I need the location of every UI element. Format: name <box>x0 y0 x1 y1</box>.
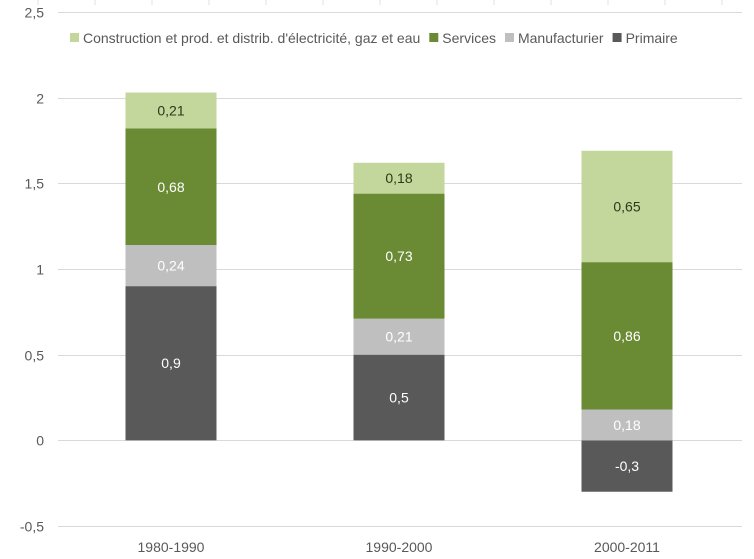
y-tick-label: 0 <box>36 433 44 449</box>
legend-swatch <box>504 33 514 42</box>
bar-segment-services <box>581 262 673 410</box>
legend-label: Manufacturier <box>518 30 604 46</box>
bar-segment-manufacturier <box>353 318 445 355</box>
data-label: 0,21 <box>157 103 184 119</box>
y-tick-label: 1 <box>36 262 44 278</box>
legend-swatch <box>429 33 439 42</box>
bar-segment-manufacturier <box>125 245 217 287</box>
legend-label: Services <box>442 30 496 46</box>
x-category-label: 2000-2011 <box>594 539 660 555</box>
legend-label: Primaire <box>626 30 678 46</box>
data-label: 0,9 <box>161 355 181 371</box>
bar-segment-primaire <box>581 440 673 492</box>
data-label: 0,86 <box>613 328 640 344</box>
bar-segment-primaire <box>125 286 217 441</box>
data-label: 0,73 <box>385 248 412 264</box>
y-axis-tick-labels: -0,5 0 0,5 1 1,5 2 2,5 <box>20 5 44 535</box>
legend-swatch <box>70 33 79 42</box>
data-label: 0,5 <box>389 390 409 406</box>
legend-label: Construction et prod. et distrib. d'élec… <box>83 30 420 46</box>
data-label: -0,3 <box>615 458 639 474</box>
data-label: 0,68 <box>157 179 184 195</box>
x-axis-category-labels: 1980-1990 1990-2000 2000-2011 <box>138 539 661 555</box>
data-label: 0,18 <box>385 170 412 186</box>
legend-swatch <box>612 33 622 42</box>
data-label: 0,65 <box>613 198 640 214</box>
top-edge-ticks <box>37 0 723 5</box>
bar-segment-primaire <box>353 354 445 441</box>
y-tick-label: 0,5 <box>25 348 45 364</box>
bar-segment-construction <box>353 162 445 194</box>
y-tick-label: -0,5 <box>20 519 44 535</box>
bar-segment-services <box>353 193 445 319</box>
y-tick-label: 2,5 <box>25 5 45 21</box>
data-label: 0,24 <box>157 258 184 274</box>
bar-segment-construction <box>125 92 217 129</box>
legend: Construction et prod. et distrib. d'élec… <box>70 30 678 46</box>
bars: 0,9 0,24 0,68 0,21 0,5 0,21 0,73 0,18 -0,3 0,18 0,… <box>125 92 673 492</box>
bar-segment-services <box>125 128 217 246</box>
y-tick-label: 1,5 <box>25 176 45 192</box>
y-tick-label: 2 <box>36 91 44 107</box>
x-category-label: 1980-1990 <box>138 539 205 555</box>
data-label: 0,21 <box>385 329 412 345</box>
bar-segment-manufacturier <box>581 409 673 441</box>
data-label: 0,18 <box>613 417 640 433</box>
bar-segment-construction <box>581 150 673 263</box>
x-category-label: 1990-2000 <box>366 539 433 555</box>
